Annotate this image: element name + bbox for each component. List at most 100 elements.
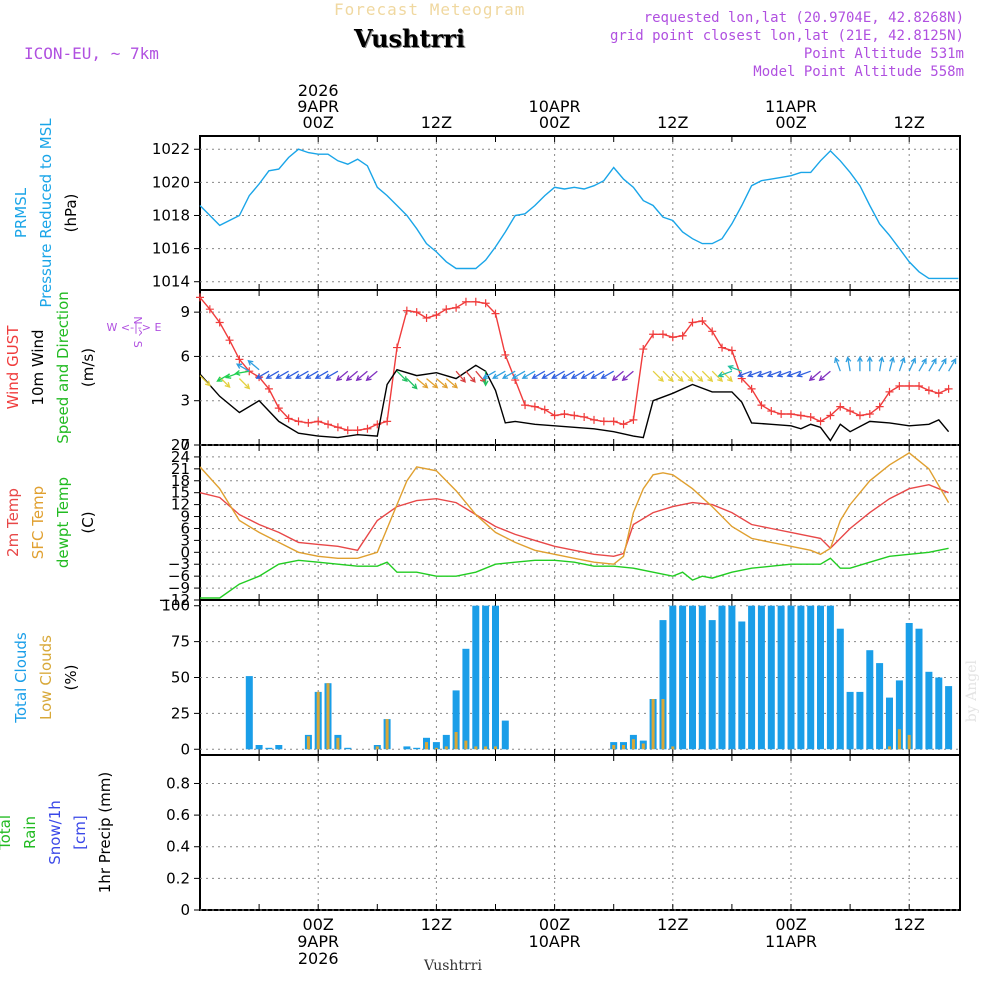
wind-arrow bbox=[845, 356, 852, 372]
wind-arrow bbox=[199, 375, 211, 387]
total-cloud-bar bbox=[728, 605, 736, 750]
wind-arrow bbox=[808, 370, 821, 382]
wind-arrow bbox=[721, 370, 733, 383]
gust-marker bbox=[915, 381, 924, 390]
y-tick-label: 100 bbox=[161, 597, 190, 615]
wind-arrow bbox=[465, 370, 476, 383]
wind-arrow bbox=[948, 357, 957, 372]
total-cloud-bar bbox=[432, 742, 440, 750]
total-cloud-bar bbox=[748, 605, 756, 750]
footer-station: Vushtrri bbox=[424, 958, 482, 974]
time-label-bottom: 9APR bbox=[297, 932, 339, 951]
total-cloud-bar bbox=[787, 605, 795, 750]
low-cloud-bar bbox=[474, 746, 478, 750]
total-cloud-bar bbox=[738, 621, 746, 750]
panel-frame bbox=[199, 444, 961, 601]
wind-arrow bbox=[492, 370, 506, 379]
low-cloud-bar bbox=[494, 746, 497, 750]
gust-marker bbox=[481, 299, 490, 308]
total-cloud-bar bbox=[452, 690, 460, 750]
compass-we: W <-|-> E bbox=[107, 321, 162, 334]
total-cloud-bar bbox=[886, 697, 893, 750]
y-tick-label: 1022 bbox=[152, 140, 190, 158]
gust-marker bbox=[412, 308, 421, 317]
wind-arrow bbox=[938, 357, 947, 372]
total-cloud-bar bbox=[866, 650, 874, 750]
y-tick-label: 0.6 bbox=[166, 806, 190, 824]
total-cloud-bar bbox=[344, 747, 352, 750]
series-line bbox=[199, 296, 949, 431]
y-tick-label: 1014 bbox=[152, 273, 190, 291]
panel-label: Wind GUST bbox=[4, 325, 22, 410]
y-tick-label: 0 bbox=[180, 740, 190, 758]
y-tick-label: 25 bbox=[171, 704, 190, 722]
wind-arrow bbox=[235, 363, 250, 372]
total-cloud-bar bbox=[915, 628, 923, 750]
gust-marker bbox=[816, 417, 825, 426]
total-cloud-bar bbox=[472, 605, 480, 750]
gust-marker bbox=[452, 303, 461, 312]
time-label-bottom: 12Z bbox=[894, 915, 925, 934]
low-cloud-bar bbox=[425, 742, 428, 750]
wind-arrow bbox=[238, 378, 251, 390]
panel-label: Total bbox=[0, 815, 14, 851]
gust-marker bbox=[560, 410, 569, 418]
gust-marker bbox=[826, 411, 835, 420]
wind-arrow bbox=[600, 370, 615, 379]
panel-frame bbox=[199, 754, 961, 911]
time-label-top: 00Z bbox=[303, 113, 334, 132]
gust-marker bbox=[895, 381, 904, 390]
gust-marker bbox=[363, 424, 372, 433]
y-tick-label: −9 bbox=[168, 579, 190, 597]
wind-arrow bbox=[888, 356, 895, 372]
gust-marker bbox=[934, 389, 943, 398]
wind-arrow bbox=[737, 370, 752, 378]
wind-arrow bbox=[672, 370, 684, 383]
grid-point-location: grid point closest lon,lat (21E, 42.8125… bbox=[609, 28, 964, 44]
wind-arrow bbox=[501, 370, 516, 379]
wind-arrow bbox=[255, 370, 270, 379]
total-cloud-bar bbox=[403, 746, 411, 750]
series-line bbox=[199, 452, 950, 565]
low-cloud-bar bbox=[306, 736, 310, 750]
wind-arrow bbox=[711, 370, 724, 383]
wind-arrow bbox=[908, 357, 917, 372]
gust-marker bbox=[796, 411, 805, 420]
gust-marker bbox=[264, 384, 273, 393]
total-cloud-bar bbox=[679, 605, 687, 750]
time-label-top: 12Z bbox=[657, 113, 688, 132]
panel-wind: 0 3 6 9 Wind GUST 10m Wind Speed and Direction… bbox=[4, 289, 961, 454]
total-cloud-bar bbox=[275, 745, 283, 750]
low-cloud-bar bbox=[888, 746, 891, 750]
wind-arrow bbox=[531, 370, 546, 379]
time-label-bottom: 12Z bbox=[421, 915, 452, 934]
time-label-bottom: 00Z bbox=[303, 915, 334, 934]
panel-label: 2m Temp bbox=[4, 488, 22, 557]
gust-marker bbox=[196, 293, 204, 302]
total-cloud-bar bbox=[856, 691, 864, 750]
gust-marker bbox=[353, 426, 362, 435]
wind-arrow bbox=[776, 370, 792, 378]
gust-marker bbox=[570, 411, 579, 420]
total-cloud-bar bbox=[413, 747, 421, 750]
gust-marker bbox=[688, 318, 697, 327]
panel-precip: 0 0.2 0.4 0.6 0.8 Total Rain Snow/1h [cm] 1hr Pre… bbox=[0, 754, 961, 919]
y-tick-label: 12 bbox=[171, 496, 190, 514]
total-cloud-bar bbox=[945, 686, 953, 750]
gust-marker bbox=[402, 306, 411, 315]
low-cloud-bar bbox=[375, 746, 379, 750]
series-line bbox=[199, 148, 959, 280]
model-label: ICON-EU, ~ 7km bbox=[24, 44, 159, 63]
gust-marker bbox=[629, 415, 638, 424]
y-tick-label: 1020 bbox=[152, 173, 190, 191]
gust-marker bbox=[718, 343, 727, 352]
time-label-bottom: 12Z bbox=[657, 915, 688, 934]
total-cloud-bar bbox=[846, 691, 854, 750]
gust-marker bbox=[540, 405, 549, 414]
gust-marker bbox=[314, 417, 323, 426]
total-cloud-bar bbox=[669, 605, 677, 750]
gust-marker bbox=[678, 331, 687, 340]
y-tick-label: 6 bbox=[180, 347, 190, 365]
y-tick-label: 3 bbox=[180, 531, 190, 549]
total-cloud-bar bbox=[245, 676, 253, 750]
